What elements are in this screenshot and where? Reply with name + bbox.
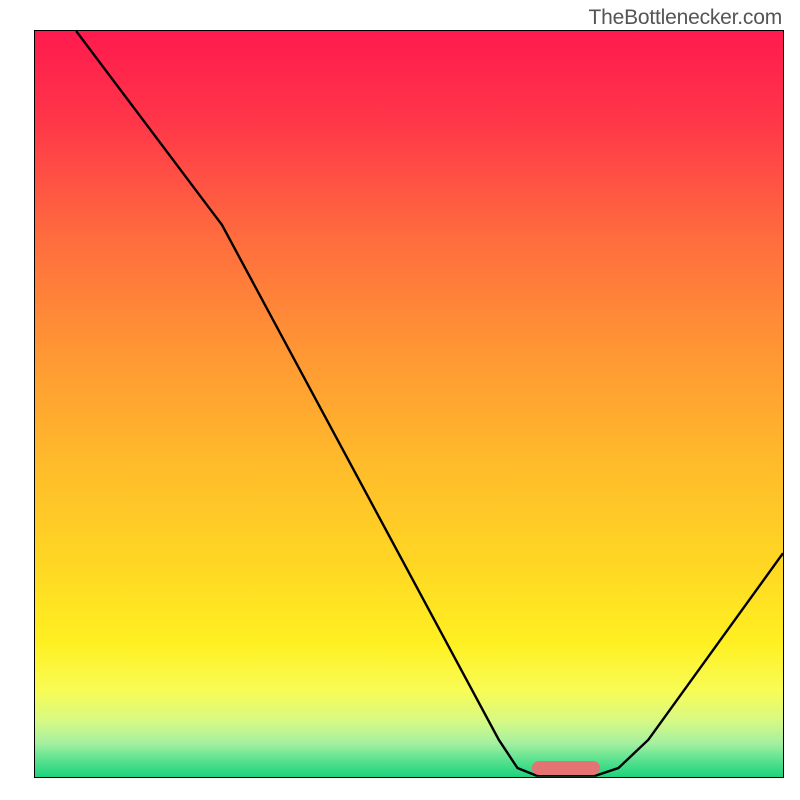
gradient-background (35, 31, 783, 777)
marker-bar (532, 761, 599, 774)
watermark-text: TheBottlenecker.com (589, 6, 782, 30)
chart-container: TheBottlenecker.com (0, 0, 800, 800)
plot-area (34, 30, 784, 778)
